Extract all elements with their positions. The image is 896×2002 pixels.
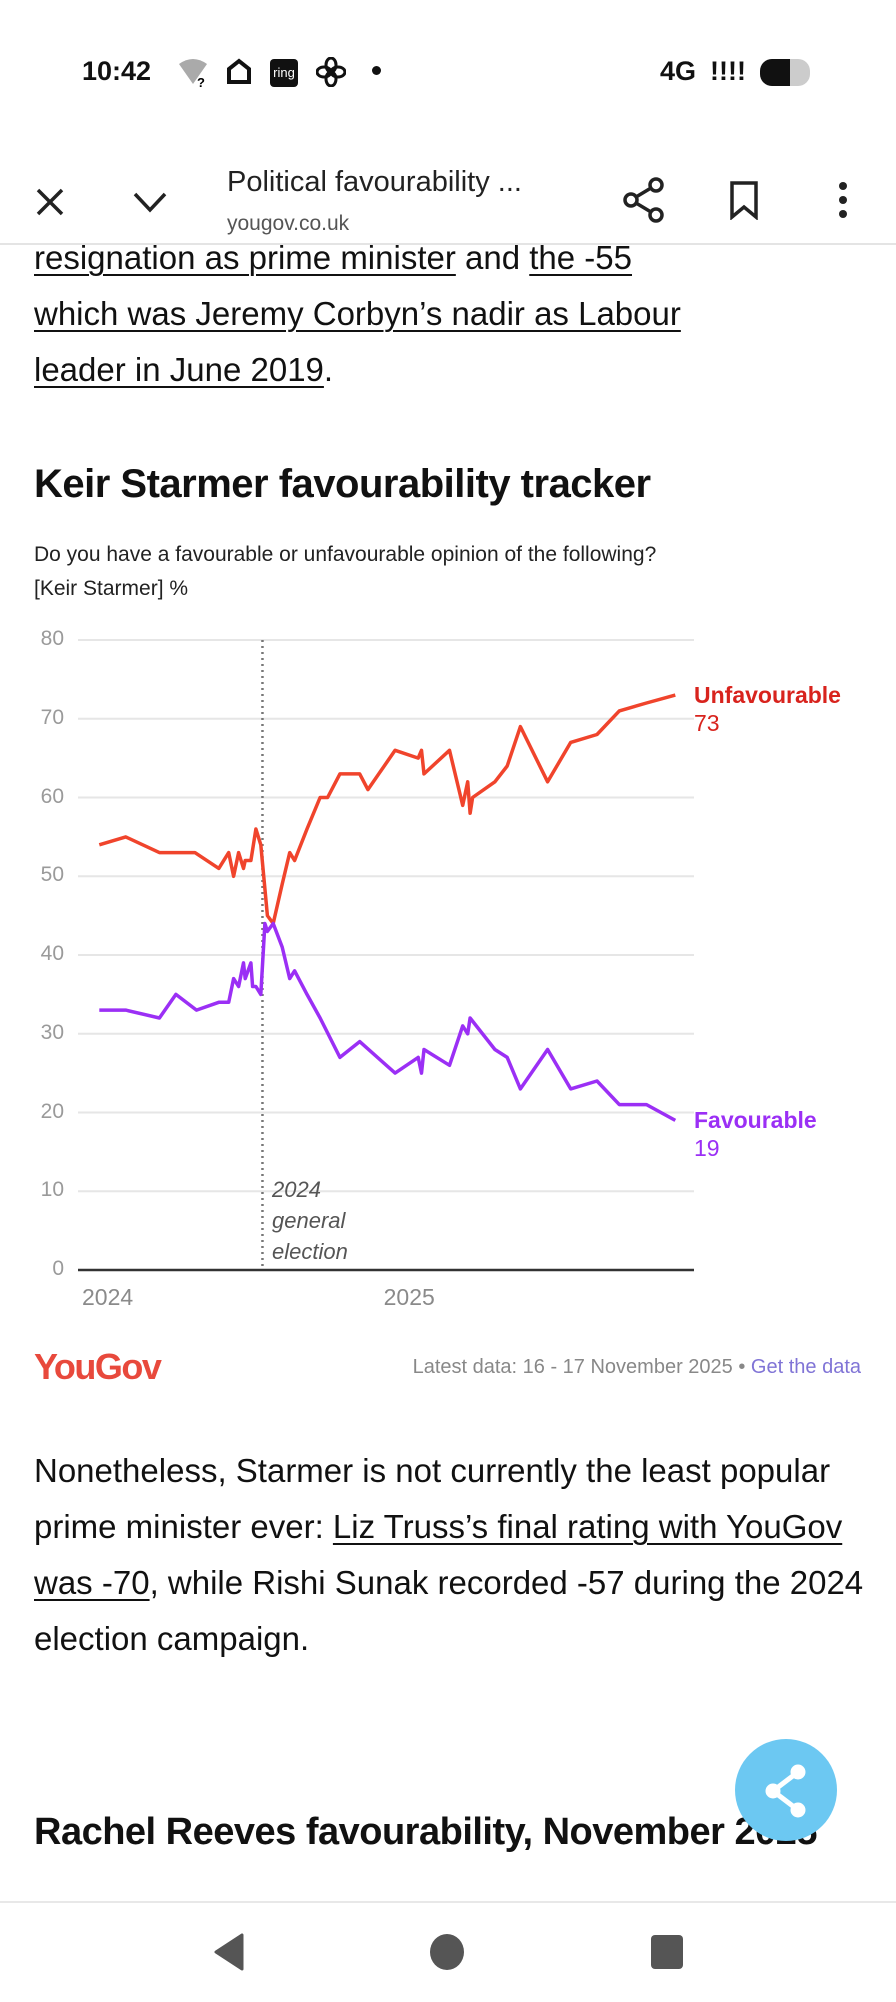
series-label-unfavourable: Unfavourable <box>694 682 841 708</box>
subtitle-line: [Keir Starmer] % <box>34 577 189 600</box>
link-june-2019[interactable]: leader in June 2019 <box>34 351 324 388</box>
series-value-unfavourable: 73 <box>694 710 720 736</box>
text: and <box>455 239 530 276</box>
favourability-chart <box>78 639 694 1272</box>
status-time: 10:42 <box>82 56 152 86</box>
subtitle-line: Do you have a favourable or unfavourable… <box>34 543 657 566</box>
navigation-bar <box>0 1901 896 2002</box>
y-tick-label: 0 <box>52 1257 64 1280</box>
home-icon <box>227 58 251 84</box>
series-value-favourable: 19 <box>694 1135 720 1161</box>
svg-text:?: ? <box>197 75 205 88</box>
y-tick-label: 80 <box>40 627 64 650</box>
share-icon[interactable] <box>622 176 666 224</box>
link-corbyn[interactable]: which was Jeremy Corbyn’s nadir as Labou… <box>34 295 681 332</box>
intro-paragraph: resignation as prime minister and the -5… <box>34 230 874 398</box>
series-line-unfavourable <box>98 693 676 926</box>
wifi-question-icon: ? <box>179 59 207 88</box>
close-icon[interactable] <box>34 186 66 218</box>
y-tick-label: 20 <box>40 1099 64 1123</box>
annotation-line: 2024 <box>272 1177 321 1202</box>
annotation-line: election <box>272 1239 348 1264</box>
text: . <box>323 351 334 388</box>
y-tick-label: 70 <box>40 705 64 729</box>
x-tick-label: 2024 <box>82 1284 134 1310</box>
status-bar: 10:42 ? ring 4G !!!! <box>0 0 896 130</box>
annotation-line: general <box>272 1208 346 1233</box>
latest-data-text: Latest data: 16 - 17 November 2025 <box>412 1356 733 1378</box>
y-tick-label: 60 <box>40 784 64 808</box>
network-type: 4G <box>660 56 697 86</box>
x-tick-label: 2025 <box>383 1284 435 1310</box>
series-line-favourable <box>99 921 677 1122</box>
signal-icon: !!!! <box>710 56 746 86</box>
ring-app-icon: ring <box>270 59 298 87</box>
next-heading: Rachel Reeves favourability, November 20… <box>34 1811 818 1853</box>
y-tick-label: 30 <box>40 1020 64 1044</box>
page-title: Political favourability ... <box>227 166 522 198</box>
latest-data: Latest data: 16 - 17 November 2025 • Get… <box>413 1356 861 1379</box>
chart-heading: Keir Starmer favourability tracker <box>34 462 651 506</box>
fan-icon <box>316 57 346 87</box>
share-fab[interactable] <box>735 1739 837 1841</box>
y-tick-label: 50 <box>40 863 64 887</box>
body-paragraph: Nonetheless, Starmer is not currently th… <box>34 1443 874 1667</box>
dot-icon <box>372 66 381 75</box>
chevron-down-icon[interactable] <box>132 190 168 214</box>
text: , while Rishi Sunak recorded -57 during … <box>34 1564 864 1657</box>
separator: • <box>732 1356 751 1378</box>
link-resignation[interactable]: resignation as prime minister <box>34 239 456 276</box>
chart-subtitle: Do you have a favourable or unfavourable… <box>34 538 656 606</box>
share-icon <box>765 1764 806 1818</box>
browser-toolbar: Political favourability ... yougov.co.uk <box>0 130 896 245</box>
series-label-favourable: Favourable <box>694 1107 817 1133</box>
home-icon[interactable] <box>429 1933 465 1971</box>
battery-icon <box>760 59 810 86</box>
link-liz-truss[interactable]: Liz Truss’s final rating with YouGov was… <box>34 1508 843 1601</box>
text: Nonetheless, Starmer is not currently th… <box>34 1452 831 1545</box>
y-tick-label: 40 <box>40 942 64 965</box>
back-icon[interactable] <box>212 1933 246 1971</box>
y-tick-label: 10 <box>40 1178 64 1202</box>
election-annotation: 2024 general election <box>272 1174 348 1267</box>
yougov-logo: YouGov <box>34 1346 162 1387</box>
recents-icon[interactable] <box>650 1934 684 1970</box>
get-the-data-link[interactable]: Get the data <box>750 1356 861 1378</box>
bookmark-icon[interactable] <box>728 180 760 220</box>
page-domain: yougov.co.uk <box>227 212 350 235</box>
more-vert-icon[interactable] <box>836 180 850 220</box>
link-minus-55[interactable]: the -55 <box>529 239 632 276</box>
